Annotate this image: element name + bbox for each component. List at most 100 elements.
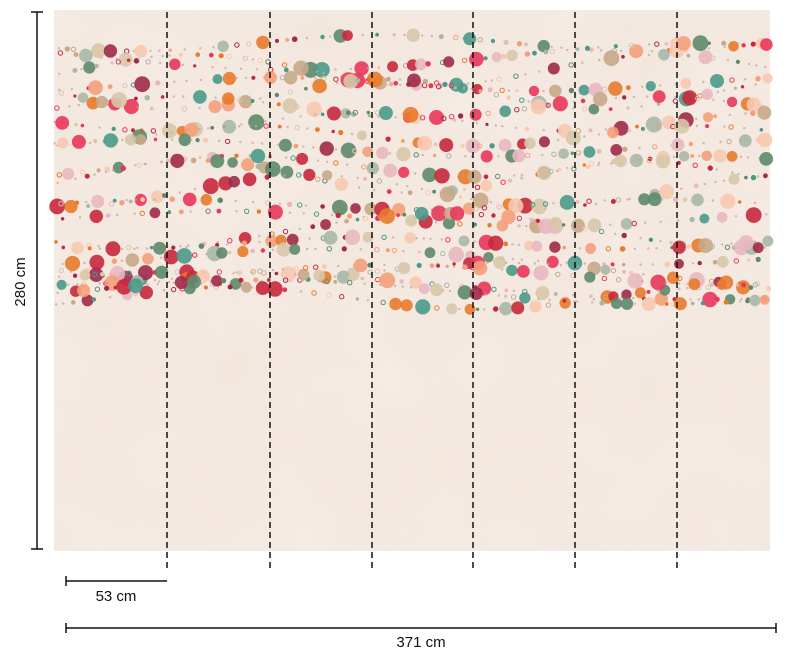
garland-dot [629, 44, 644, 59]
garland-dot [491, 286, 497, 292]
garland-dot [227, 238, 233, 244]
garland-dot [566, 48, 569, 52]
garland-dot [151, 190, 164, 204]
garland-dot [557, 167, 562, 172]
garland-dot [68, 105, 71, 108]
garland-dot [583, 203, 587, 207]
garland-dot [398, 166, 410, 178]
garland-dot [548, 298, 551, 302]
garland-dot [385, 136, 391, 142]
garland-dot [88, 80, 103, 96]
garland-dot [331, 199, 348, 216]
garland-dot [58, 267, 65, 274]
garland-dot [581, 61, 584, 64]
garland-dot [94, 286, 101, 292]
garland-dot [205, 158, 211, 163]
garland-dot [760, 38, 773, 51]
garland-dot [431, 205, 447, 222]
garland-dot [499, 105, 512, 118]
garland-dot [181, 63, 184, 67]
garland-dot [449, 114, 455, 120]
garland-dot [153, 198, 156, 201]
garland-dot [735, 59, 741, 64]
garland-dot [583, 262, 586, 265]
garland-dot [320, 34, 325, 40]
garland-dot [683, 197, 688, 202]
garland-dot [238, 277, 244, 283]
garland-dot [380, 299, 386, 306]
garland-dot [640, 105, 643, 108]
garland-dot [250, 99, 255, 103]
garland-dot [597, 164, 600, 167]
garland-dot [532, 50, 537, 56]
garland-dot [352, 109, 359, 116]
garland-dot [469, 287, 483, 300]
garland-dot [124, 134, 137, 146]
garland-dot [425, 61, 431, 67]
garland-dot [585, 164, 591, 170]
garland-dot [537, 39, 550, 53]
garland-dot [659, 184, 675, 200]
garland-dot [178, 209, 184, 215]
garland-dot [692, 35, 709, 52]
garland-dot [610, 162, 613, 165]
garland-dot [214, 96, 217, 99]
garland-dot [536, 165, 552, 181]
garland-dot [172, 95, 175, 98]
garland-dot [638, 146, 641, 150]
garland-dot [475, 307, 480, 311]
garland-dot [583, 146, 596, 158]
garland-dot [350, 203, 361, 214]
garland-dot [415, 58, 427, 71]
wallpaper-image [49, 10, 774, 551]
garland-dot [235, 271, 238, 274]
garland-dot [481, 205, 488, 211]
garland-dot [664, 42, 669, 46]
garland-dot [695, 124, 699, 128]
garland-dot [153, 279, 157, 282]
garland-dot [299, 115, 302, 118]
garland-dot [714, 180, 717, 184]
garland-dot [364, 202, 377, 216]
garland-dot [695, 95, 701, 102]
garland-dot [349, 67, 353, 71]
garland-dot [210, 154, 225, 169]
garland-dot [347, 280, 353, 286]
garland-dot [294, 273, 297, 276]
garland-dot [620, 297, 634, 310]
dot-garlands [49, 28, 774, 316]
garland-dot [731, 171, 734, 174]
garland-dot [597, 46, 600, 49]
garland-dot [83, 261, 86, 265]
garland-dot [763, 173, 768, 179]
garland-dot [202, 137, 208, 143]
garland-dot [550, 45, 553, 48]
garland-dot [145, 59, 151, 65]
garland-dot [511, 257, 515, 261]
garland-dot [609, 223, 612, 226]
garland-dot [560, 46, 563, 49]
garland-dot [335, 221, 338, 224]
garland-dot [629, 42, 635, 48]
garland-dot [519, 292, 531, 304]
garland-dot [514, 107, 520, 113]
garland-dot [418, 283, 430, 294]
garland-dot [601, 86, 608, 92]
garland-dot [70, 46, 77, 52]
garland-dot [167, 280, 170, 284]
garland-dot [293, 265, 299, 272]
garland-dot [64, 46, 71, 52]
garland-dot [478, 211, 485, 218]
garland-dot [446, 153, 452, 159]
garland-dot [274, 92, 280, 98]
garland-dot [64, 199, 78, 214]
garland-dot [646, 95, 649, 98]
garland-dot [226, 53, 233, 60]
garland-dot [738, 300, 742, 303]
garland-dot [378, 106, 393, 120]
garland-dot [185, 79, 188, 83]
garland-dot [176, 248, 193, 264]
garland-dot [589, 294, 593, 299]
garland-dot [582, 106, 588, 112]
garland-dot [265, 161, 281, 177]
